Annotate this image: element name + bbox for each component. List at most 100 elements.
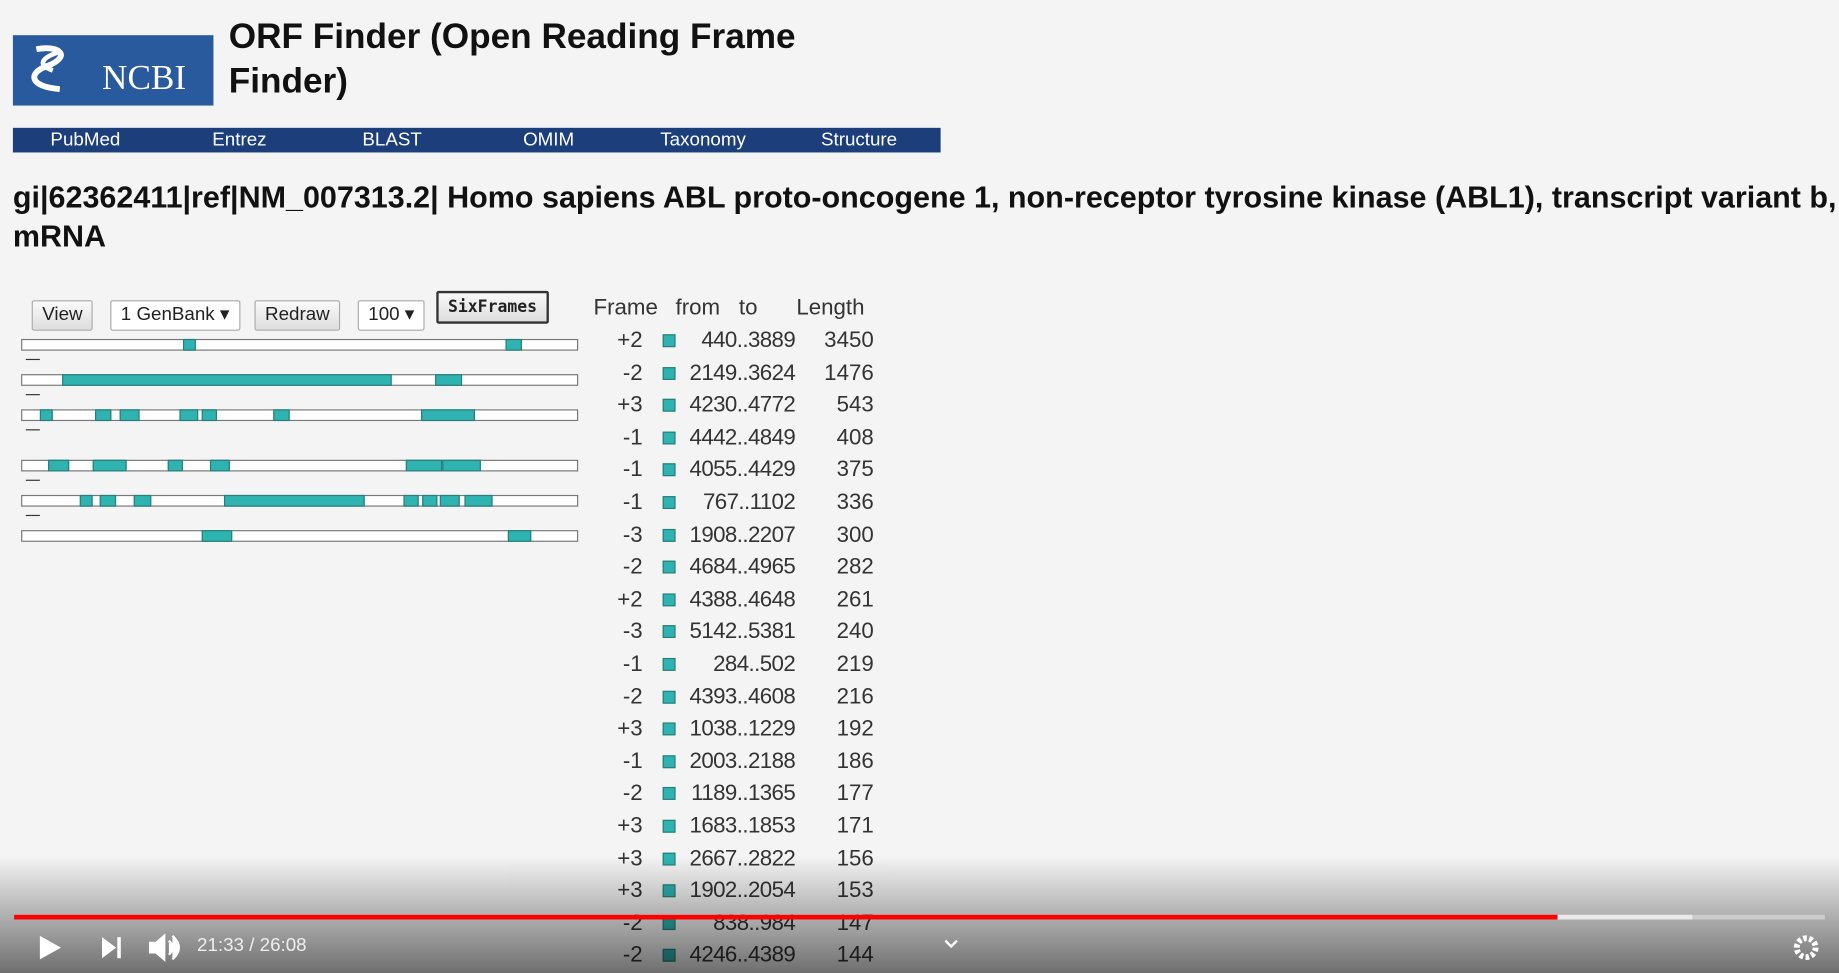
range-cell[interactable]: 440..3889 bbox=[701, 328, 796, 354]
orf-segment[interactable] bbox=[507, 530, 532, 542]
orf-marker[interactable] bbox=[662, 431, 676, 445]
range-cell[interactable]: 4388..4648 bbox=[689, 587, 796, 612]
orf-segment[interactable] bbox=[422, 494, 438, 507]
chapter-chevron[interactable] bbox=[944, 939, 958, 949]
orf-segment[interactable] bbox=[94, 409, 112, 422]
orf-segment[interactable] bbox=[442, 459, 481, 472]
frame-bar[interactable] bbox=[21, 374, 579, 386]
logo-helix bbox=[31, 45, 64, 93]
range-cell[interactable]: 5142..5381 bbox=[689, 619, 796, 645]
range-cell[interactable]: 1189..1365 bbox=[691, 781, 796, 807]
orf-segment[interactable] bbox=[273, 409, 290, 422]
orf-segment[interactable] bbox=[201, 530, 233, 542]
orf-segment[interactable] bbox=[167, 459, 183, 472]
length-cell: 192 bbox=[836, 716, 874, 742]
format-select[interactable]: 1 GenBank ▾ bbox=[110, 300, 240, 331]
frame-cell: -1 bbox=[622, 425, 643, 451]
orf-segment[interactable] bbox=[505, 338, 522, 351]
orf-segment[interactable] bbox=[133, 494, 152, 507]
next-button[interactable] bbox=[102, 937, 121, 959]
orf-segment[interactable] bbox=[421, 409, 475, 422]
settings-button[interactable] bbox=[1793, 935, 1819, 960]
volume-button[interactable] bbox=[148, 933, 181, 962]
orf-segment[interactable] bbox=[62, 374, 392, 386]
frame-tick bbox=[25, 358, 40, 361]
orf-segment[interactable] bbox=[182, 338, 196, 351]
frame-cell: -3 bbox=[622, 522, 643, 548]
view-button[interactable]: View bbox=[31, 300, 94, 331]
range-cell[interactable]: 4393..4608 bbox=[689, 684, 796, 710]
frame-bar[interactable] bbox=[21, 530, 579, 542]
range-cell[interactable]: 2003..2188 bbox=[689, 749, 796, 774]
frame-cell: +2 bbox=[617, 328, 643, 354]
nav-link[interactable]: Entrez bbox=[212, 130, 267, 151]
range-cell[interactable]: 1683..1853 bbox=[689, 813, 796, 839]
orf-marker[interactable] bbox=[662, 463, 676, 477]
nav-link[interactable]: Taxonomy bbox=[660, 130, 746, 151]
orf-marker[interactable] bbox=[662, 819, 676, 833]
orf-segment[interactable] bbox=[48, 459, 70, 472]
orf-segment[interactable] bbox=[435, 374, 463, 386]
frame-bar[interactable] bbox=[21, 459, 579, 472]
orf-segment[interactable] bbox=[99, 494, 117, 507]
orf-marker[interactable] bbox=[662, 593, 676, 607]
orf-segment[interactable] bbox=[119, 409, 140, 422]
orf-segment[interactable] bbox=[464, 494, 493, 507]
orf-marker[interactable] bbox=[662, 496, 676, 510]
range-cell[interactable]: 4230..4772 bbox=[689, 393, 796, 418]
time-display: 21:33 / 26:08 bbox=[197, 935, 307, 956]
progress-buffer bbox=[1557, 914, 1693, 920]
orf-segment[interactable] bbox=[39, 409, 53, 422]
frame-tick bbox=[25, 429, 40, 431]
orf-segment[interactable] bbox=[439, 494, 460, 507]
range-cell[interactable]: 4055..4429 bbox=[689, 457, 796, 483]
orf-marker[interactable] bbox=[662, 560, 676, 574]
frame-tick bbox=[25, 479, 40, 481]
nav-link[interactable]: OMIM bbox=[523, 130, 575, 151]
range-cell[interactable]: 2149..3624 bbox=[689, 360, 796, 386]
range-cell[interactable]: 284..502 bbox=[713, 652, 796, 677]
orf-segment[interactable] bbox=[92, 459, 127, 472]
nav-link[interactable]: Structure bbox=[820, 130, 898, 151]
orf-segment[interactable] bbox=[179, 409, 199, 422]
header-from: from bbox=[675, 295, 721, 321]
orf-marker[interactable] bbox=[662, 690, 676, 704]
orf-segment[interactable] bbox=[209, 459, 230, 472]
frame-cell: -2 bbox=[622, 360, 643, 386]
frame-cell: -2 bbox=[622, 554, 643, 580]
orf-marker[interactable] bbox=[662, 366, 676, 380]
nav-link[interactable]: PubMed bbox=[50, 130, 121, 151]
orf-marker[interactable] bbox=[662, 625, 676, 639]
orf-segment[interactable] bbox=[79, 494, 93, 507]
orf-marker[interactable] bbox=[662, 755, 676, 768]
orf-segment[interactable] bbox=[405, 459, 443, 472]
length-cell: 282 bbox=[836, 554, 874, 580]
nav-link[interactable]: BLAST bbox=[362, 130, 422, 151]
frame-bar[interactable] bbox=[21, 409, 579, 422]
range-cell[interactable]: 767..1102 bbox=[702, 490, 796, 515]
orf-segment[interactable] bbox=[224, 494, 365, 507]
count-select[interactable]: 100 ▾ bbox=[357, 300, 425, 331]
orf-marker[interactable] bbox=[662, 528, 676, 542]
frame-bar[interactable] bbox=[21, 338, 579, 351]
player-controls bbox=[39, 933, 1819, 962]
orf-marker[interactable] bbox=[662, 657, 676, 671]
six-frames-button[interactable]: SixFrames bbox=[436, 290, 549, 324]
orf-segment[interactable] bbox=[403, 494, 419, 507]
range-cell[interactable]: 1038..1229 bbox=[689, 716, 796, 742]
range-cell[interactable]: 1908..2207 bbox=[689, 522, 796, 548]
range-cell[interactable]: 4442..4849 bbox=[689, 425, 796, 451]
frame-cell: +3 bbox=[617, 716, 643, 742]
frame-bar[interactable] bbox=[21, 494, 579, 507]
orf-marker[interactable] bbox=[662, 722, 676, 736]
orf-marker[interactable] bbox=[662, 787, 676, 801]
orf-marker[interactable] bbox=[662, 334, 676, 348]
redraw-button[interactable]: Redraw bbox=[254, 300, 341, 331]
orf-marker[interactable] bbox=[662, 398, 676, 412]
orf-segment[interactable] bbox=[201, 409, 217, 422]
page-title: ORF Finder (Open Reading Frame Finder) bbox=[228, 17, 796, 101]
play-button[interactable] bbox=[39, 935, 61, 960]
range-cell[interactable]: 4684..4965 bbox=[689, 554, 796, 580]
ncbi-logo[interactable]: NCBI bbox=[12, 35, 214, 106]
